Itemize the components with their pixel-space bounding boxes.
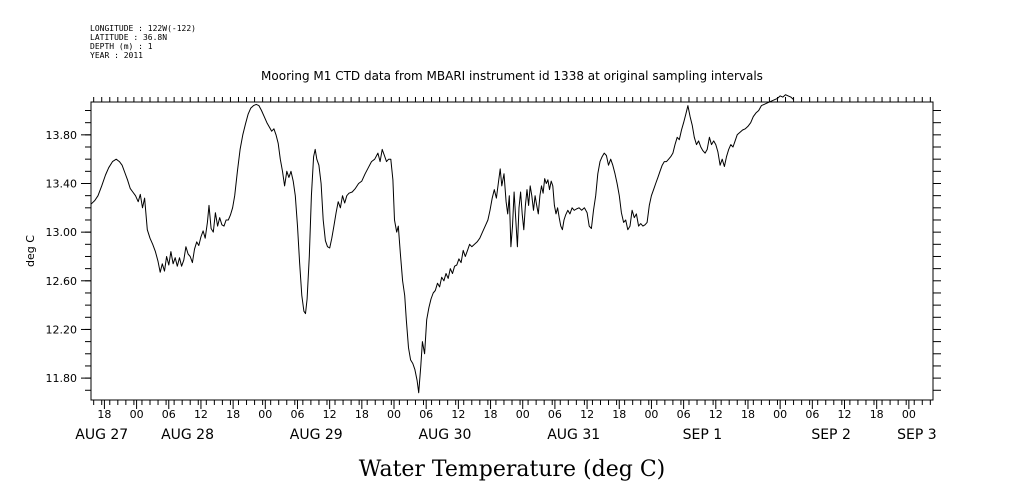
y-tick-label: 13.00: [46, 226, 78, 239]
x-tick-label: 00: [516, 408, 530, 421]
x-tick-label: 06: [419, 408, 433, 421]
x-day-label: AUG 27: [75, 427, 128, 443]
x-tick-label: 06: [290, 408, 304, 421]
x-tick-label: 00: [644, 408, 658, 421]
x-tick-label: 00: [902, 408, 916, 421]
x-tick-label: 18: [355, 408, 369, 421]
y-tick-label: 12.20: [46, 323, 78, 336]
x-tick-label: 06: [548, 408, 562, 421]
y-axis: 11.80 12.20 12.60 13.00 13.40 13.80: [46, 110, 941, 391]
x-tick-label: 18: [484, 408, 498, 421]
x-tick-label: 06: [677, 408, 691, 421]
x-day-label: SEP 1: [683, 427, 723, 443]
x-day-label: AUG 28: [161, 427, 214, 443]
y-tick-label: 11.80: [46, 372, 78, 385]
series-layer: [90, 94, 794, 394]
metadata-block: LONGITUDE : 122W(-122) LATITUDE : 36.8N …: [90, 24, 196, 60]
x-axis: 18 00 06 12 18 00 06 12 18 00 06 12 18 00 06 12 18 00 06 12…: [75, 97, 937, 443]
x-day-label: AUG 31: [547, 427, 600, 443]
meta-year: YEAR : 2011: [90, 51, 143, 60]
x-tick-label: 18: [226, 408, 240, 421]
x-tick-label: 00: [773, 408, 787, 421]
x-day-label: SEP 3: [897, 427, 937, 443]
x-axis-label: Water Temperature (deg C): [359, 457, 666, 482]
x-day-label: AUG 30: [418, 427, 471, 443]
x-tick-label: 12: [709, 408, 723, 421]
x-tick-label: 12: [580, 408, 594, 421]
y-tick-label: 13.80: [46, 129, 78, 142]
x-day-label: AUG 29: [290, 427, 343, 443]
x-tick-label: 18: [612, 408, 626, 421]
x-tick-label: 00: [130, 408, 144, 421]
x-tick-label: 18: [97, 408, 111, 421]
meta-longitude: LONGITUDE : 122W(-122): [90, 24, 196, 33]
x-tick-label: 12: [194, 408, 208, 421]
x-tick-label: 12: [451, 408, 465, 421]
y-tick-label: 13.40: [46, 177, 78, 190]
x-tick-label: 12: [838, 408, 852, 421]
chart-title: Mooring M1 CTD data from MBARI instrumen…: [261, 69, 763, 83]
y-axis-label: deg C: [24, 235, 37, 267]
x-tick-label: 06: [805, 408, 819, 421]
meta-depth: DEPTH (m) : 1: [90, 42, 153, 51]
series-line: [90, 94, 794, 394]
x-tick-label: 18: [870, 408, 884, 421]
y-tick-label: 12.60: [46, 275, 78, 288]
x-tick-label: 06: [162, 408, 176, 421]
x-tick-label: 00: [258, 408, 272, 421]
meta-latitude: LATITUDE : 36.8N: [90, 33, 167, 42]
x-tick-label: 18: [741, 408, 755, 421]
x-day-label: SEP 2: [811, 427, 851, 443]
plot-frame: [90, 101, 934, 401]
x-tick-label: 12: [323, 408, 337, 421]
x-tick-label: 00: [387, 408, 401, 421]
